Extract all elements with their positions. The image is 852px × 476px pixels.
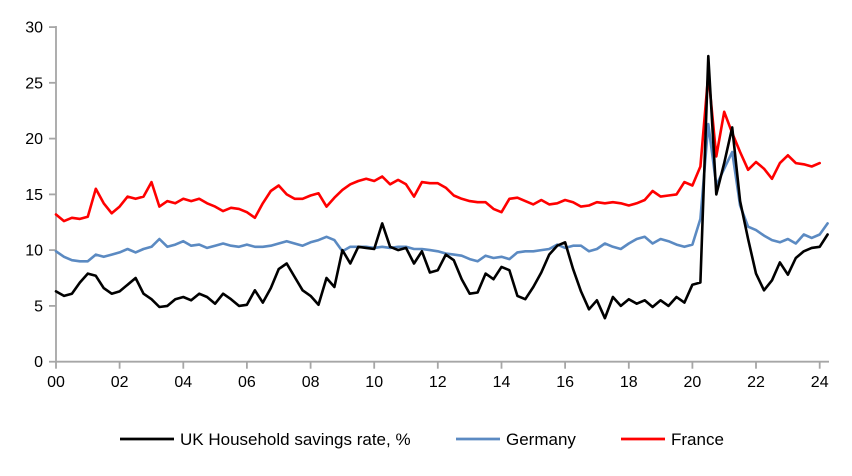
legend-item-germany: Germany bbox=[456, 430, 576, 449]
series-line-france bbox=[54, 72, 822, 223]
series-line-germany bbox=[54, 122, 829, 263]
x-tick-label: 20 bbox=[684, 374, 702, 391]
y-tick-label: 20 bbox=[25, 131, 43, 148]
x-tick-label: 00 bbox=[47, 374, 65, 391]
x-tick-label: 02 bbox=[111, 374, 129, 391]
legend-item-france: France bbox=[621, 430, 724, 449]
legend: UK Household savings rate, % Germany Fra… bbox=[120, 430, 724, 449]
x-tick-label: 08 bbox=[302, 374, 320, 391]
y-tick-label: 5 bbox=[34, 298, 43, 315]
y-tick-label: 30 bbox=[25, 20, 43, 37]
x-tick-label: 14 bbox=[493, 374, 511, 391]
series-line-uk bbox=[54, 54, 829, 320]
y-tick-label: 10 bbox=[25, 243, 43, 260]
legend-label-france: France bbox=[671, 430, 724, 449]
y-axis-ticks: 0 5 10 15 20 25 30 bbox=[25, 20, 56, 371]
y-tick-label: 25 bbox=[25, 75, 43, 92]
x-tick-label: 16 bbox=[556, 374, 574, 391]
legend-item-uk: UK Household savings rate, % bbox=[120, 430, 411, 449]
x-tick-label: 12 bbox=[429, 374, 447, 391]
x-tick-label: 22 bbox=[747, 374, 765, 391]
x-tick-label: 18 bbox=[620, 374, 638, 391]
x-tick-label: 06 bbox=[238, 374, 256, 391]
legend-label-uk: UK Household savings rate, % bbox=[180, 430, 411, 449]
legend-label-germany: Germany bbox=[506, 430, 576, 449]
y-tick-label: 15 bbox=[25, 187, 43, 204]
y-tick-label: 0 bbox=[34, 354, 43, 371]
x-axis-ticks: 00 02 04 06 08 10 12 14 16 18 20 22 24 bbox=[47, 361, 829, 391]
x-tick-label: 04 bbox=[174, 374, 192, 391]
x-tick-label: 24 bbox=[811, 374, 829, 391]
x-tick-label: 10 bbox=[365, 374, 383, 391]
series-lines bbox=[54, 54, 829, 320]
